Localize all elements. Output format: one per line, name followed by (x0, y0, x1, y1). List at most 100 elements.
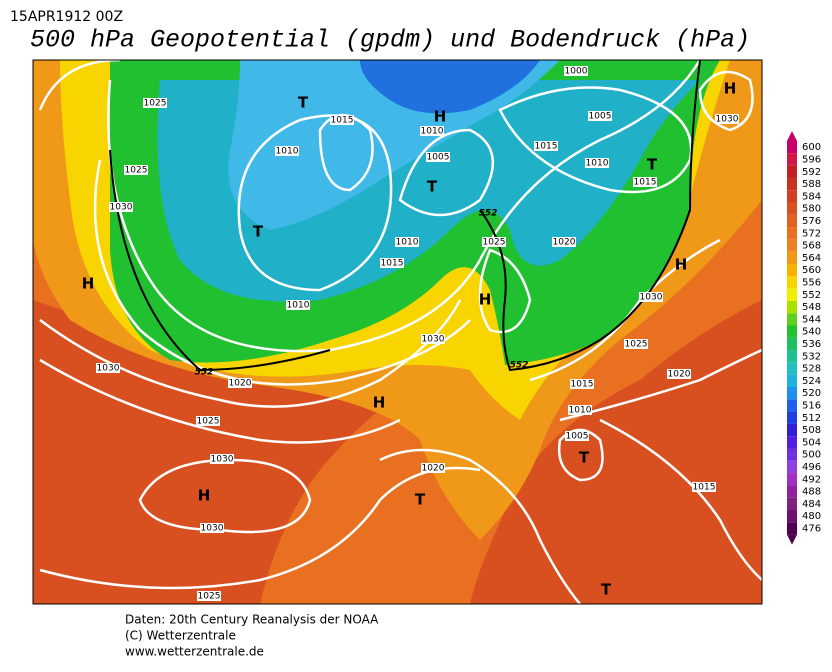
isobar-label-bg (482, 237, 506, 247)
colorbar-swatch (787, 473, 797, 486)
isobar-label-bg (228, 378, 252, 388)
colorbar-swatch (787, 214, 797, 228)
isobar-label-bg (692, 482, 716, 492)
isobar-label: 1005 (566, 432, 589, 442)
colorbar-swatch (787, 485, 797, 498)
colorbar-swatch (787, 264, 797, 277)
colorbar-arrow-top (787, 131, 797, 141)
colorbar-label: 596 (802, 154, 821, 165)
footer-line: (C) Wetterzentrale (125, 629, 236, 643)
height-label: 552 (195, 368, 214, 378)
pressure-center: H (82, 275, 95, 293)
isobar-label-bg (109, 202, 133, 212)
colorbar-label: 476 (802, 523, 821, 534)
colorbar-label: 532 (802, 351, 821, 362)
isobar-label-bg (588, 111, 612, 121)
pressure-center: T (579, 449, 590, 467)
isobar-label: 1000 (565, 67, 588, 77)
isobar-label: 1015 (381, 259, 404, 269)
isobar-label-bg (426, 152, 450, 162)
footer-line: Daten: 20th Century Reanalysis der NOAA (125, 613, 379, 627)
colorbar-swatch (787, 141, 797, 154)
pressure-center: H (724, 80, 737, 98)
isobar-label-bg (715, 114, 739, 124)
isobar-label: 1020 (229, 379, 252, 389)
colorbar-label: 480 (802, 511, 821, 522)
isobar-label-bg (633, 177, 657, 187)
colorbar-label: 584 (802, 191, 821, 202)
date: 15APR1912 00Z (10, 9, 123, 25)
colorbar-swatch (787, 448, 797, 461)
isobar-label: 1020 (668, 370, 691, 380)
colorbar-label: 504 (802, 437, 821, 448)
colorbar-label: 496 (802, 462, 821, 473)
colorbar-label: 508 (802, 425, 821, 436)
isobar-label-bg (395, 237, 419, 247)
isobar-label: 1025 (625, 340, 648, 350)
colorbar-swatch (787, 399, 797, 412)
colorbar-label: 572 (802, 228, 821, 239)
colorbar-label: 592 (802, 167, 821, 178)
colorbar-label: 520 (802, 388, 821, 399)
isobar-label-bg (568, 405, 592, 415)
isobar-label: 1025 (198, 592, 221, 602)
colorbar-swatch (787, 387, 797, 400)
isobar-label: 1015 (331, 116, 354, 126)
colorbar-swatch (787, 202, 797, 215)
isobar-label: 1010 (396, 238, 419, 248)
isobar-label-bg (552, 237, 576, 247)
colorbar-label: 548 (802, 302, 821, 313)
colorbar-swatch (787, 239, 797, 252)
isobar-label: 1030 (716, 115, 739, 125)
colorbar-label: 488 (802, 487, 821, 498)
colorbar-swatch (787, 362, 797, 375)
isobar-label-bg (210, 454, 234, 464)
isobar-label-bg (420, 126, 444, 136)
isobar-label-bg (667, 369, 691, 379)
colorbar-swatch (787, 165, 797, 178)
isobar-label: 1010 (569, 406, 592, 416)
colorbar-label: 552 (802, 290, 821, 301)
colorbar-label: 560 (802, 265, 821, 276)
height-label: 552 (479, 209, 498, 219)
isobar-label: 1025 (197, 417, 220, 427)
isobar-label-bg (585, 158, 609, 168)
isobar-label: 1030 (211, 455, 234, 465)
map-area (33, 60, 762, 604)
colorbar-swatch (787, 510, 797, 523)
pressure-center: T (298, 94, 309, 112)
colorbar-swatch (787, 325, 797, 338)
colorbar-label: 484 (802, 499, 821, 510)
colorbar-label: 492 (802, 474, 821, 485)
isobar-label: 1005 (589, 112, 612, 122)
isobar-label-bg (421, 334, 445, 344)
isobar-label: 1030 (201, 524, 224, 534)
isobar-label: 1015 (693, 483, 716, 493)
pressure-center: T (253, 223, 264, 241)
pressure-center: H (434, 108, 447, 126)
isobar-label-bg (565, 431, 589, 441)
isobar-label: 1015 (634, 178, 657, 188)
colorbar-label: 564 (802, 253, 821, 264)
colorbar-swatch (787, 337, 797, 351)
colorbar-swatch (787, 300, 797, 314)
pressure-center: T (415, 491, 426, 509)
pressure-center: H (373, 394, 386, 412)
isobar-label: 1010 (586, 159, 609, 169)
colorbar-label: 544 (802, 314, 821, 325)
isobar-label: 1020 (553, 238, 576, 248)
pressure-center: H (479, 291, 492, 309)
isobar-label-bg (96, 363, 120, 373)
colorbar-swatch (787, 276, 797, 289)
colorbar-label: 516 (802, 400, 821, 411)
height-label: 552 (510, 361, 529, 371)
isobar-label-bg (200, 523, 224, 533)
colorbar-swatch (787, 153, 797, 166)
isobar-label-bg (275, 146, 299, 156)
isobar-label-bg (570, 379, 594, 389)
map-frame (32, 59, 763, 605)
isobar-label-bg (124, 165, 148, 175)
colorbar-label: 536 (802, 339, 821, 350)
